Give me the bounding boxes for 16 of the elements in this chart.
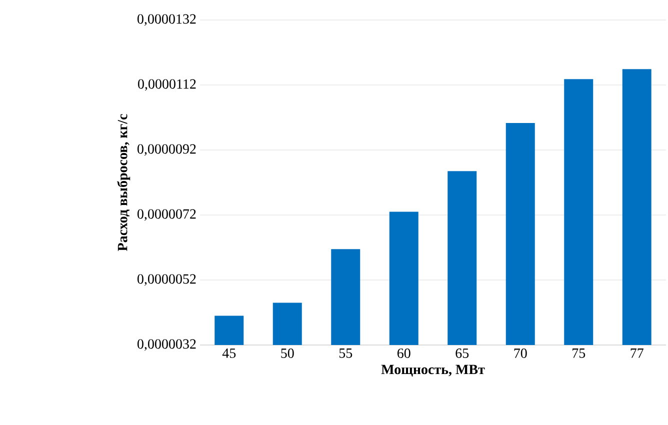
x-tick-label: 65 bbox=[456, 348, 469, 358]
x-tick-label: 77 bbox=[630, 348, 644, 358]
x-tick-label: 50 bbox=[281, 348, 294, 358]
x-tick-label: 45 bbox=[222, 348, 236, 358]
y-tick-label: 0,0000112 bbox=[138, 79, 196, 91]
y-tick-label: 0,0000072 bbox=[138, 209, 196, 221]
y-tick-label: 0,0000132 bbox=[138, 14, 196, 26]
x-tick-label: 60 bbox=[397, 348, 410, 358]
y-tick-label: 0,0000032 bbox=[138, 339, 196, 351]
y-tick-label: 0,0000092 bbox=[138, 144, 196, 156]
y-axis-title: Расход выбросов, кг/с bbox=[117, 114, 130, 251]
x-axis-title: Мощность, МВт bbox=[381, 364, 485, 376]
x-tick-label: 55 bbox=[339, 348, 352, 358]
x-tick-label: 70 bbox=[514, 348, 527, 358]
x-tick-label: 75 bbox=[572, 348, 586, 358]
y-tick-label: 0,0000052 bbox=[138, 274, 196, 286]
